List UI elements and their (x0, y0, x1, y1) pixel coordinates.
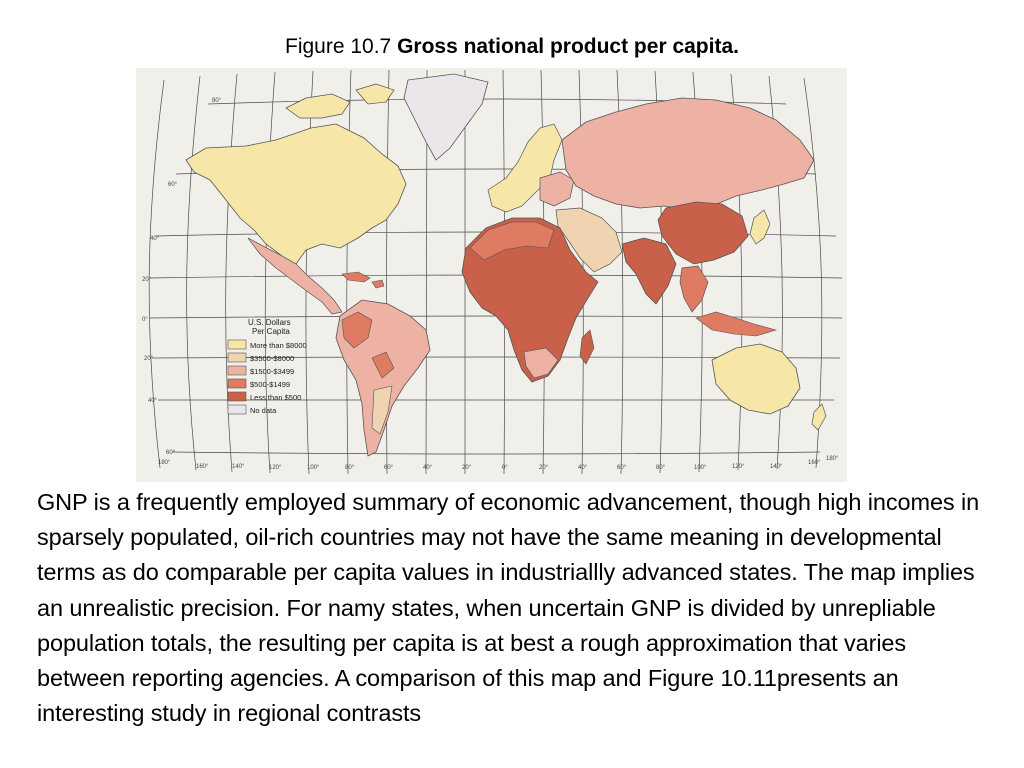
lon-label: 40° (423, 465, 433, 471)
figure-caption: Gross national product per capita. (397, 35, 739, 58)
middle-east-region (555, 207, 623, 273)
lon-label: 100° (307, 465, 320, 471)
lon-label: 20° (462, 465, 472, 471)
lon-label: 40° (578, 465, 588, 471)
lon-label: 60° (617, 465, 627, 471)
legend-swatch (227, 352, 247, 363)
mexico-region (247, 237, 343, 315)
legend-swatch (227, 339, 247, 350)
lon-label: 160° (196, 464, 209, 470)
map-legend: U.S. Dollars Per Capita More than $8000 … (227, 318, 307, 415)
lon-label: 100° (694, 465, 707, 471)
body-paragraph: GNP is a frequently employed summary of … (37, 489, 980, 727)
australia-region (711, 343, 801, 415)
lon-label: 180° (158, 460, 171, 466)
caribbean-region (341, 271, 385, 289)
greenland-region (403, 73, 489, 161)
legend-title-line1: U.S. Dollars (248, 318, 291, 327)
africa-region (461, 217, 599, 383)
madagascar-region (579, 329, 595, 365)
legend-label: $3500-$8000 (250, 354, 294, 363)
new-zealand-region (811, 403, 827, 431)
lat-label: 60° (166, 450, 176, 456)
latitude-labels: 80° 60° 40° 20° 0° 20° 40° 60° (142, 98, 222, 456)
longitude-labels: 180° 160° 140° 120° 100° 80° 60° 40° 20°… (158, 456, 839, 471)
north-africa-region (469, 221, 555, 261)
lon-label: 180° (826, 456, 839, 462)
lon-label: 20° (539, 465, 549, 471)
lat-label: 40° (150, 236, 160, 242)
south-america-low-region (341, 311, 395, 379)
north-america-region (185, 123, 407, 265)
south-america-mid-region (371, 385, 393, 435)
south-asia-region (621, 237, 677, 305)
china-region (657, 201, 749, 265)
legend-label: More than $8000 (250, 341, 307, 350)
japan-region (749, 209, 771, 245)
western-europe-region (487, 123, 563, 213)
legend-label: Less than $500 (250, 393, 301, 402)
world-map-svg: 80° 60° 40° 20° 0° 20° 40° 60° 180° 160°… (142, 69, 843, 475)
legend-label: $1500-$3499 (250, 367, 294, 376)
legend-label: No data (250, 406, 277, 415)
southern-africa-region (523, 347, 559, 379)
lon-label: 120° (269, 465, 282, 471)
legend-swatch (227, 378, 247, 389)
legend-swatch (227, 391, 247, 402)
world-map: 80° 60° 40° 20° 0° 20° 40° 60° 180° 160°… (136, 68, 847, 482)
figure-title: Figure 10.7 Gross national product per c… (0, 34, 1024, 60)
lon-label: 120° (732, 464, 745, 470)
legend-title-line2: Per Capita (252, 327, 290, 336)
figure-number: Figure 10.7 (285, 35, 392, 58)
lon-label: 140° (770, 464, 783, 470)
lat-label: 20° (142, 277, 152, 283)
lat-label: 80° (212, 98, 222, 104)
lon-label: 160° (808, 460, 821, 466)
lon-label: 0° (502, 465, 508, 471)
lat-label: 60° (168, 182, 178, 188)
legend-label: $500-$1499 (250, 380, 290, 389)
lat-label: 20° (144, 356, 154, 362)
legend-swatch (227, 365, 247, 376)
lon-label: 80° (656, 465, 666, 471)
eastern-europe-region (539, 171, 575, 207)
southeast-asia-region (679, 265, 709, 313)
lat-label: 40° (148, 398, 158, 404)
lon-label: 140° (232, 464, 245, 470)
arctic-islands-region (285, 83, 395, 119)
ussr-region (561, 97, 815, 211)
lon-label: 60° (384, 465, 394, 471)
legend-swatch (227, 404, 247, 415)
lat-label: 0° (142, 317, 148, 323)
indonesia-region (695, 311, 778, 337)
lon-label: 80° (345, 465, 355, 471)
